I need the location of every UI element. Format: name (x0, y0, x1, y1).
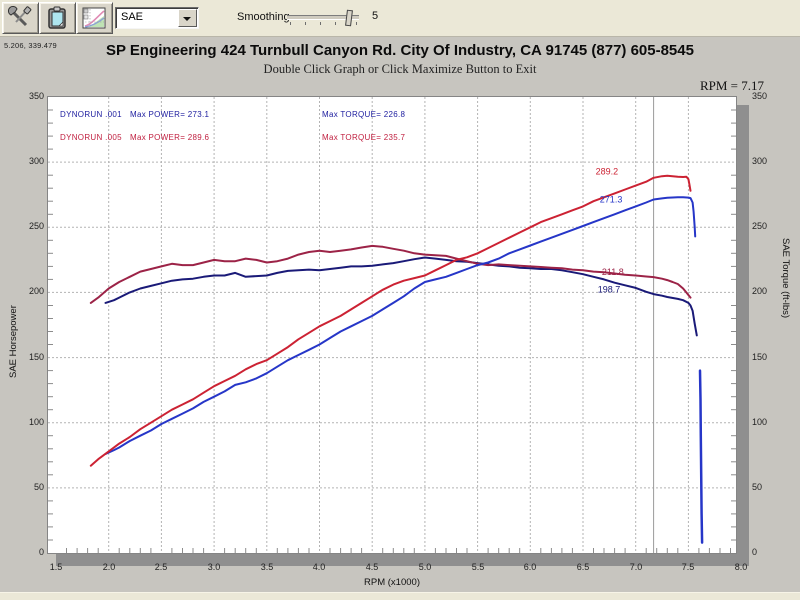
dropdown-button[interactable] (178, 9, 197, 27)
right-tick-label: 150 (752, 352, 768, 362)
x-tick-label: 4.0 (312, 562, 326, 572)
tools-button[interactable] (2, 2, 39, 34)
series-dynorun-001-torque (104, 256, 698, 337)
legend-max-torque: Max TORQUE= 235.7 (322, 133, 406, 142)
x-tick-label: 7.0 (629, 562, 643, 572)
plot-shadow-bottom (56, 554, 749, 566)
left-axis-title: SAE Horsepower (8, 305, 19, 378)
legend-max-power: Max POWER= 273.1 (130, 110, 210, 119)
legend-row-dynorun-005: DYNORUN .005 Max POWER= 289.6 Max TORQUE=… (60, 133, 405, 142)
x-axis-title: RPM (x1000) (364, 577, 420, 588)
x-tick-label: 5.5 (471, 562, 485, 572)
x-tick-label: 3.0 (207, 562, 221, 572)
x-tick-label: 1.5 (49, 562, 63, 572)
legend-max-torque: Max TORQUE= 226.8 (322, 110, 406, 119)
x-tick-label: 6.0 (523, 562, 537, 572)
smoothing-slider-track[interactable] (287, 15, 359, 20)
left-tick-label: 150 (28, 352, 44, 362)
curve-value-label: 211.8 (602, 267, 624, 277)
plot-shadow-right (737, 105, 749, 566)
graph-plot-area[interactable]: 289.2 271.3 211.8 198.7 DYNORUN .001 Max POW… (47, 96, 737, 554)
graph-button[interactable] (76, 2, 113, 34)
sae-mode-dropdown[interactable]: SAE (115, 7, 199, 29)
chart-subtitle: Double Click Graph or Click Maximize But… (263, 62, 537, 76)
curve-value-label: 271.3 (600, 195, 623, 205)
legend-run-name: DYNORUN .001 (60, 110, 122, 119)
dyno-chart-svg[interactable]: 289.2 271.3 211.8 198.7 (48, 97, 736, 553)
left-tick-label: 300 (28, 156, 44, 166)
left-tick-label: 350 (28, 91, 44, 101)
x-tick-label: 6.5 (576, 562, 590, 572)
legend-run-name: DYNORUN .005 (60, 133, 122, 142)
smoothing-value: 5 (372, 10, 379, 22)
right-tick-label: 200 (752, 286, 768, 296)
x-tick-label: 8.0 (734, 562, 748, 572)
left-tick-label: 50 (33, 482, 44, 492)
right-tick-label: 300 (752, 156, 768, 166)
right-tick-label: 0 (752, 547, 758, 557)
clipboard-button[interactable] (39, 2, 76, 34)
x-tick-label: 4.5 (365, 562, 379, 572)
chevron-down-icon (183, 17, 191, 21)
sae-mode-value: SAE (121, 11, 144, 23)
x-tick-label: 2.5 (154, 562, 168, 572)
right-axis-title: SAE Torque (ft-lbs) (780, 238, 791, 319)
smoothing-label: Smoothing (237, 11, 290, 23)
series-dynorun-001-end-of-run-dropout (698, 369, 704, 544)
rpm-cursor-readout: RPM = 7.17 (699, 78, 764, 93)
x-tick-label: 7.5 (681, 562, 695, 572)
x-tick-label: 5.0 (418, 562, 432, 572)
curve-value-label: 198.7 (598, 284, 621, 294)
page-title: SP Engineering 424 Turnbull Canyon Rd. C… (106, 42, 694, 59)
right-tick-label: 250 (752, 221, 768, 231)
series-dynorun-001-horsepower (104, 196, 697, 455)
x-tick-label: 3.5 (260, 562, 274, 572)
legend-row-dynorun-001: DYNORUN .001 Max POWER= 273.1 Max TORQUE=… (60, 110, 405, 119)
legend-max-power: Max POWER= 289.6 (130, 133, 210, 142)
series-dynorun-005-horsepower (89, 174, 692, 467)
left-tick-label: 250 (28, 221, 44, 231)
left-tick-label: 100 (28, 417, 44, 427)
curve-value-label: 289.2 (596, 167, 619, 177)
right-tick-label: 50 (752, 482, 763, 492)
left-tick-label: 0 (38, 547, 44, 557)
left-tick-label: 200 (28, 286, 44, 296)
cursor-coords-readout: 5.206, 339.479 (4, 41, 57, 50)
smoothing-slider[interactable] (287, 9, 359, 27)
right-tick-label: 100 (752, 417, 768, 427)
series-dynorun-005-torque (89, 244, 692, 304)
x-tick-label: 2.0 (102, 562, 116, 572)
right-tick-label: 350 (752, 91, 768, 101)
smoothing-slider-thumb[interactable] (345, 9, 353, 27)
toolbar: SAE Smoothing 5 (0, 0, 800, 37)
